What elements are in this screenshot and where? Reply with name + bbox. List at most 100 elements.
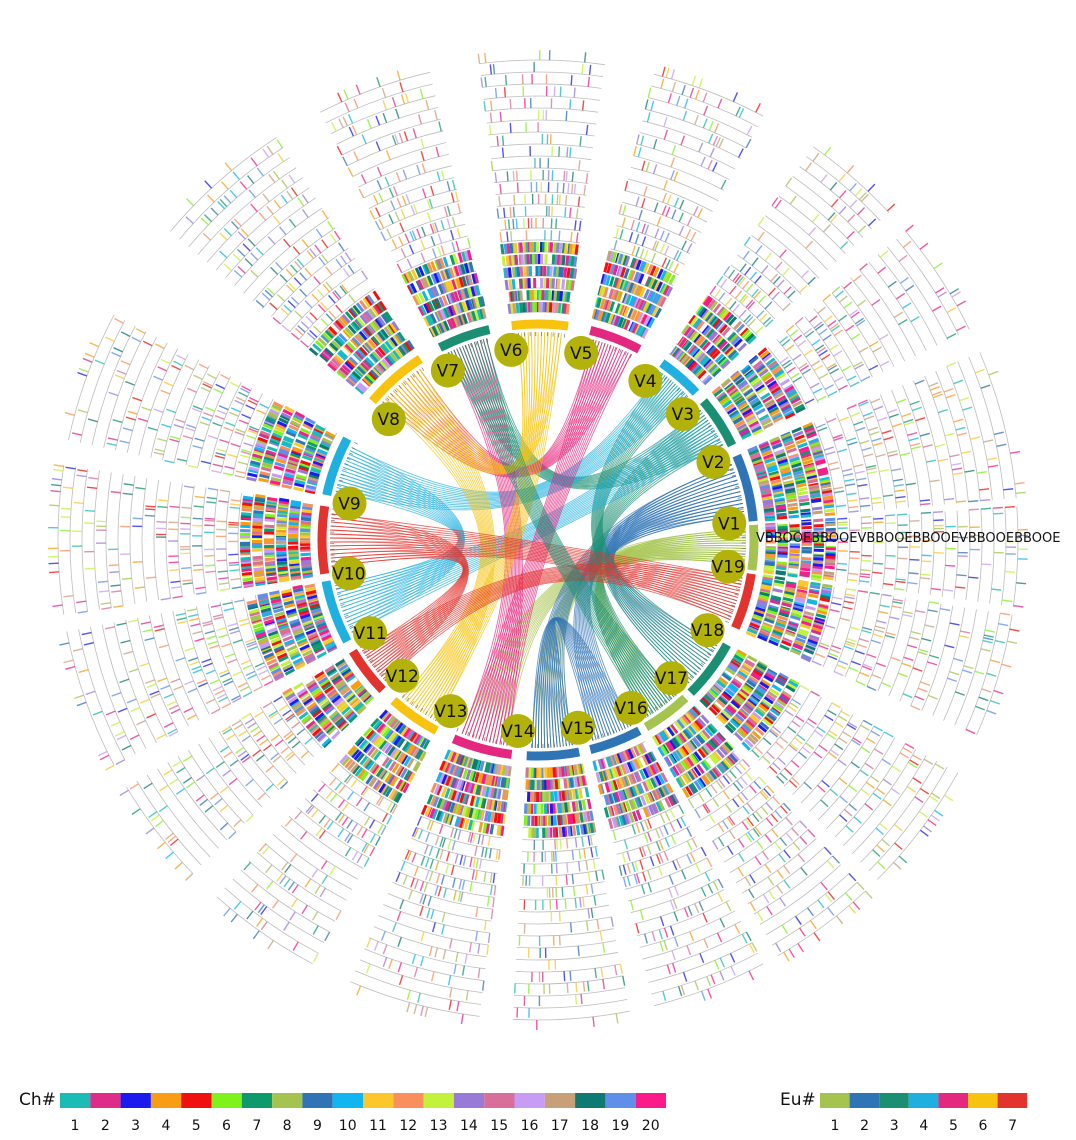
block-mark [88,478,98,479]
block-mark [389,214,393,223]
block-mark [422,805,426,814]
block-mark [267,447,276,450]
block-mark [232,721,241,726]
block-mark [903,241,911,247]
block-mark [287,191,293,199]
block-mark [251,253,258,260]
block-mark [203,233,210,240]
block-mark [591,884,593,894]
block-mark [377,167,381,176]
block-mark [872,572,882,573]
block-mark [582,837,583,847]
block-mark [663,991,666,1001]
block-mark [568,292,569,302]
block-mark [687,217,691,226]
block-mark [557,900,558,910]
block-mark [556,827,557,837]
block-mark [122,745,131,750]
block-mark [220,747,228,753]
block-mark [132,397,141,400]
block-mark [790,555,800,556]
block-mark [577,233,578,243]
block-mark [987,458,997,460]
block-mark [479,798,481,808]
block-mark [981,508,991,509]
block-mark [968,501,978,502]
block-mark [557,183,558,193]
block-mark [686,229,690,238]
block-mark [861,560,871,561]
block-mark [721,279,727,287]
block-mark [293,488,303,490]
block-mark [553,804,554,814]
block-mark [603,979,604,989]
block-mark [580,801,582,811]
block-mark [205,407,214,411]
block-mark [219,440,229,443]
block-mark [682,870,686,879]
block-mark [417,229,421,238]
block-mark [850,200,857,207]
block-mark [173,761,181,766]
block-mark [149,812,157,818]
block-mark [713,841,718,850]
block-mark [760,314,767,321]
block-mark [813,153,819,161]
block-mark [742,934,747,943]
block-mark [802,369,810,374]
block-mark [136,329,145,334]
block-mark [575,220,576,230]
block-mark [565,267,566,277]
block-mark [772,292,779,299]
block-mark [708,989,712,998]
block-mark [498,801,499,811]
block-mark [756,409,765,414]
block-mark [450,988,452,998]
block-mark [271,267,278,274]
block-mark [812,340,820,346]
block-mark [611,917,613,927]
block-mark [288,301,295,308]
block-mark [407,259,411,268]
block-mark [301,322,308,329]
block-mark [170,436,180,439]
block-mark [268,940,274,948]
block-mark [576,982,577,992]
block-mark [564,971,565,981]
block-mark [289,219,295,227]
block-mark [289,520,299,521]
block-mark [825,567,835,568]
block-mark [634,146,636,156]
block-mark [140,699,149,703]
sector-tracks-V13 [217,709,431,963]
block-mark [517,171,518,181]
block-mark [551,278,552,288]
block-mark [896,579,906,580]
block-mark [502,802,503,812]
block-mark [844,282,852,288]
block-mark [859,347,868,352]
block-mark [345,253,351,261]
block-mark [242,504,252,505]
block-mark [860,505,870,506]
block-mark [566,171,567,181]
block-mark [192,666,201,670]
block-mark [436,861,439,871]
block-mark [583,776,585,786]
block-mark [743,251,749,259]
block-mark [560,87,561,97]
block-mark [198,683,207,687]
block-mark [818,307,826,313]
block-mark [583,800,585,810]
block-mark [143,630,153,632]
block-mark [502,777,503,787]
block-mark [689,799,694,808]
block-mark [562,887,563,897]
block-mark [614,240,617,250]
block-mark [709,134,713,143]
block-mark [310,313,317,320]
block-mark [284,922,289,930]
block-mark [279,499,289,501]
block-mark [775,811,782,819]
block-mark [765,253,771,261]
